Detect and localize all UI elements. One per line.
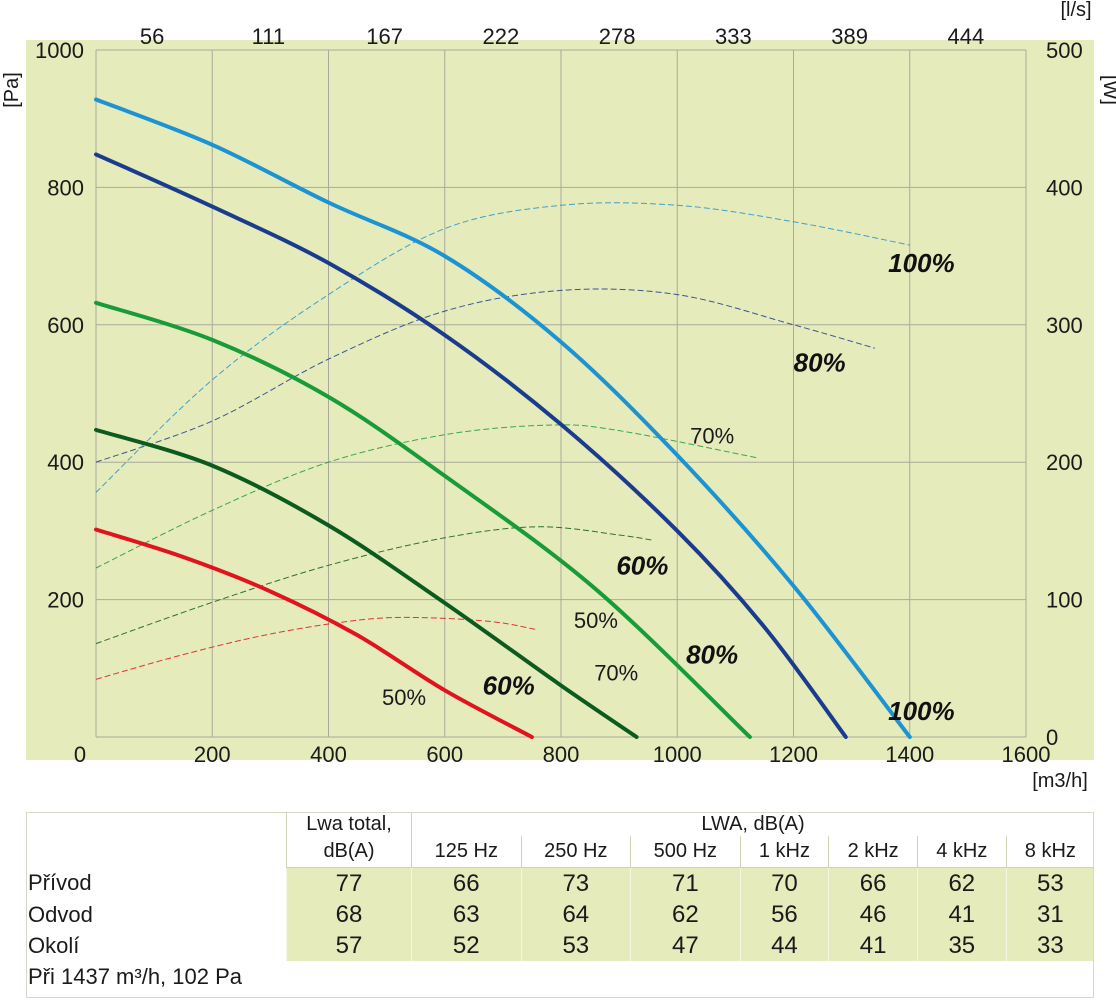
row-label: Přívod: [28, 870, 92, 896]
x2-tick-label: 222: [483, 24, 520, 49]
band-header: 500 Hz: [630, 836, 741, 868]
chart-background: [26, 40, 1094, 760]
value-cell: 41: [916, 899, 1007, 930]
curve-label: 50%: [382, 685, 426, 710]
power-curve: [95, 288, 876, 463]
y2-tick-label: 400: [1046, 175, 1083, 200]
value-cell: 44: [739, 930, 829, 961]
band-header: 250 Hz: [520, 836, 631, 868]
power-curve: [95, 424, 759, 569]
table-footnote: Při 1437 m³/h, 102 Pa: [28, 963, 243, 989]
x-tick-label: 200: [194, 742, 231, 767]
value-cell: 46: [828, 899, 918, 930]
y-tick-label: 800: [47, 175, 84, 200]
pressure-curve: [94, 300, 752, 739]
x-tick-label: 1200: [769, 742, 818, 767]
value-cell: 33: [1005, 930, 1094, 961]
total-cell: 57: [286, 930, 412, 961]
pressure-curve: [94, 527, 534, 739]
x2-tick-label: 167: [366, 24, 403, 49]
curve-label: 100%: [888, 248, 955, 278]
value-cell: 35: [916, 930, 1007, 961]
curve-label: 60%: [483, 670, 535, 700]
x2-unit-label: [l/s]: [1060, 0, 1091, 21]
power-curve: [95, 202, 910, 493]
value-cell: 66: [828, 867, 918, 899]
header-band: LWA, dB(A): [411, 812, 1094, 836]
curve-label: 70%: [594, 661, 638, 686]
x2-tick-label: 444: [948, 24, 985, 49]
band-header: 1 kHz: [739, 836, 829, 868]
curve-label: 100%: [888, 696, 955, 726]
y2-tick-label: 0: [1046, 725, 1058, 750]
x-unit-label: [m3/h]: [1032, 770, 1088, 792]
sound-power-table: Lwa total, LWA, dB(A) dB(A) 125 Hz 250 H…: [26, 812, 1094, 992]
y-tick-label: 600: [47, 313, 84, 338]
pressure-curve: [94, 427, 639, 739]
value-cell: 56: [739, 899, 829, 930]
pressure-curve: [94, 97, 912, 739]
value-cell: 73: [520, 867, 631, 899]
pressure-curve: [94, 152, 848, 739]
band-header: 4 kHz: [916, 836, 1007, 868]
x-tick-label: 600: [426, 742, 463, 767]
x2-tick-label: 389: [831, 24, 868, 49]
table-row: Odvod 68 63 64 62 56 46 41 31: [26, 899, 1094, 930]
value-cell: 70: [739, 867, 829, 899]
y-tick-label: 1000: [35, 38, 84, 63]
x2-tick-label: 111: [252, 24, 285, 49]
total-cell: 68: [286, 899, 412, 930]
x2-tick-label: 333: [715, 24, 752, 49]
value-cell: 62: [630, 899, 741, 930]
value-cell: 41: [828, 930, 918, 961]
value-cell: 64: [520, 899, 631, 930]
curve-label: 80%: [686, 640, 738, 670]
x-tick-label: 1600: [1002, 742, 1051, 767]
value-cell: 52: [411, 930, 522, 961]
y2-tick-label: 500: [1046, 38, 1083, 63]
table-row: Okolí 57 52 53 47 44 41 35 33: [26, 930, 1094, 961]
power-curve: [95, 616, 538, 680]
y-tick-label: 400: [47, 450, 84, 475]
y2-tick-label: 100: [1046, 588, 1083, 613]
curve-label: 60%: [616, 550, 668, 580]
x2-tick-label: 278: [599, 24, 636, 49]
curve-label: 80%: [794, 348, 846, 378]
value-cell: 63: [411, 899, 522, 930]
total-cell: 77: [286, 867, 412, 899]
value-cell: 71: [630, 867, 741, 899]
row-label: Odvod: [28, 901, 93, 927]
table-corner: [26, 812, 287, 836]
value-cell: 53: [520, 930, 631, 961]
value-cell: 47: [630, 930, 741, 961]
header-total-line1: Lwa total,: [286, 812, 412, 836]
band-header: 2 kHz: [828, 836, 918, 868]
header-total-line2: dB(A): [286, 836, 412, 868]
band-header: 8 kHz: [1005, 836, 1094, 868]
power-curve: [95, 526, 655, 645]
curve-label: 50%: [574, 608, 618, 633]
x-tick-label: 800: [543, 742, 580, 767]
y-tick-label: 200: [47, 588, 84, 613]
value-cell: 66: [411, 867, 522, 899]
y-unit-label: [Pa]: [1, 72, 23, 108]
band-header: 125 Hz: [411, 836, 522, 868]
table-row: Přívod 77 66 73 71 70 66 62 53: [26, 867, 1094, 899]
value-cell: 31: [1005, 899, 1094, 930]
row-label: Okolí: [28, 932, 80, 958]
x-tick-label: 1400: [885, 742, 934, 767]
x2-tick-label: 56: [140, 24, 164, 49]
value-cell: 62: [916, 867, 1007, 899]
x-tick-label: 1000: [653, 742, 702, 767]
value-cell: 53: [1005, 867, 1094, 899]
curve-label: 70%: [690, 424, 734, 449]
y2-unit-label: [W]: [1099, 75, 1116, 105]
x-tick-label: 400: [310, 742, 347, 767]
y2-tick-label: 300: [1046, 313, 1083, 338]
x-tick-label: 0: [74, 742, 86, 767]
y2-tick-label: 200: [1046, 450, 1083, 475]
